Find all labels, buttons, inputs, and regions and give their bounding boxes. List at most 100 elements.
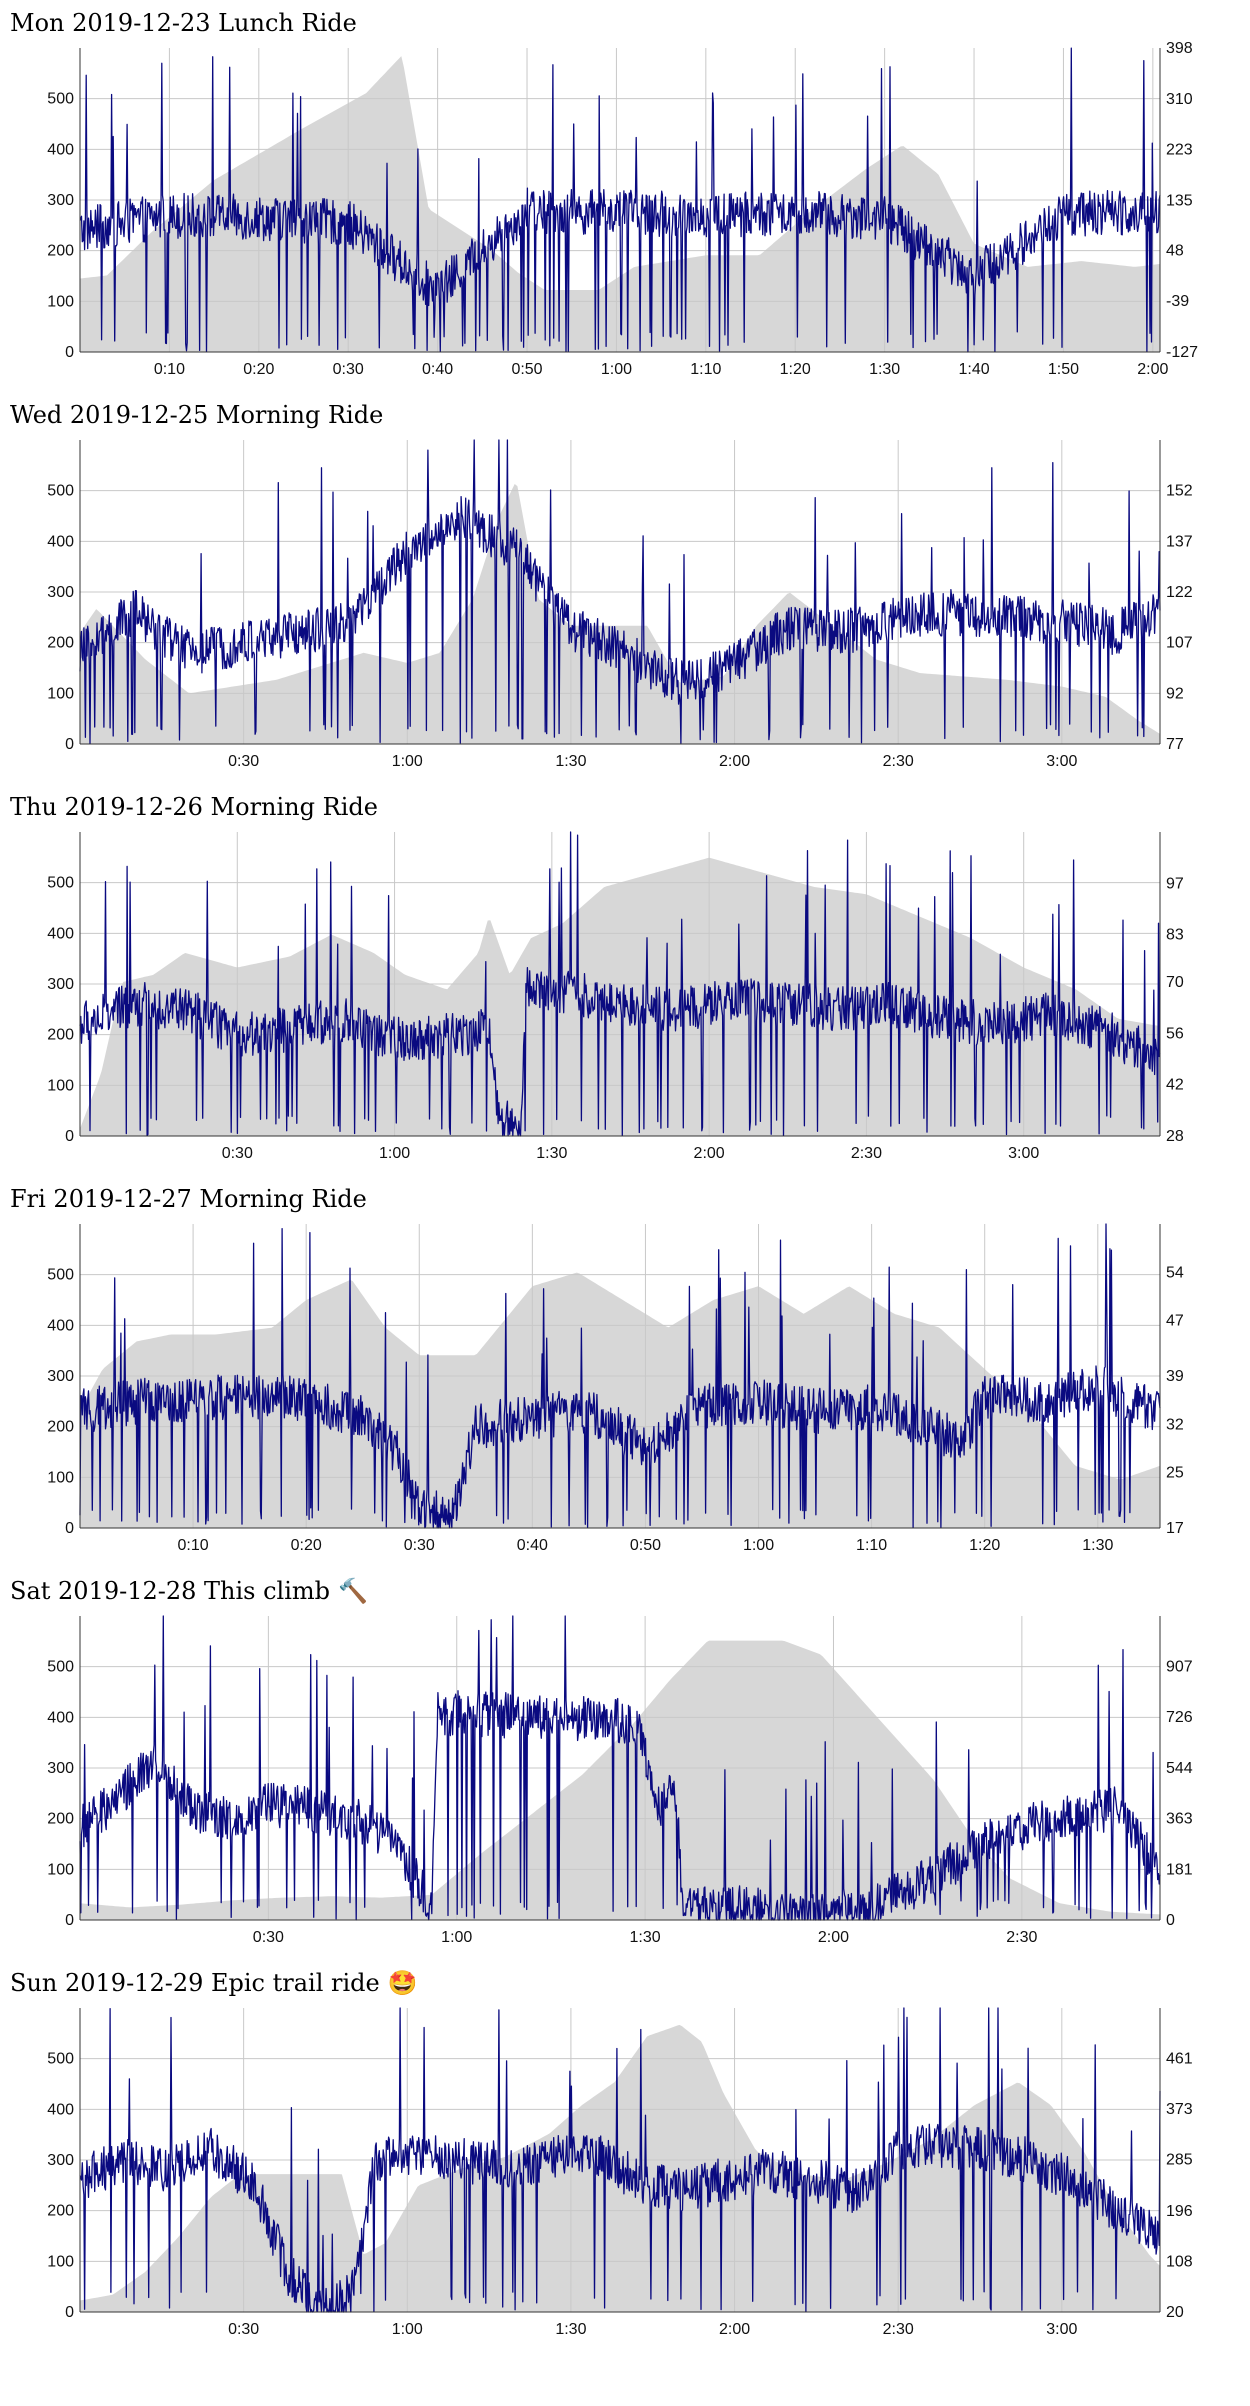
y-right-tick-label: 0 — [1166, 1912, 1175, 1929]
y-left-tick-label: 0 — [65, 344, 74, 361]
y-left-tick-label: 300 — [47, 976, 74, 993]
x-tick-label: 2:00 — [719, 753, 750, 770]
y-right-tick-label: 285 — [1166, 2152, 1193, 2169]
y-left-tick-label: 400 — [47, 2101, 74, 2118]
power-line — [79, 1615, 1161, 1921]
x-tick-label: 3:00 — [1046, 753, 1077, 770]
y-right-tick-label: 47 — [1166, 1313, 1184, 1330]
y-left-tick-label: 400 — [47, 533, 74, 550]
ride-chart: 0 100 200 300 400 500 28 42 56 70 83 97 0:30 1:00 1:30… — [0, 784, 1250, 1176]
ride-plot: 0 100 200 300 400 500 -127 -39 48 135 223 310 398 0:1… — [47, 40, 1198, 378]
ride-title: Mon 2019-12-23 Lunch Ride — [10, 8, 357, 38]
elevation-area — [80, 1640, 1160, 1920]
y-right-tick-label: 310 — [1166, 91, 1193, 108]
y-right-tick-label: 17 — [1166, 1520, 1184, 1537]
ride-title-text: Thu 2019-12-26 Morning Ride — [10, 793, 378, 821]
x-tick-label: 1:00 — [743, 1537, 774, 1554]
x-tick-label: 1:40 — [958, 361, 989, 378]
ride-chart: 0 100 200 300 400 500 0 181 363 544 726 907 0:30 1:00… — [0, 1568, 1250, 1960]
y-left-tick-label: 200 — [47, 243, 74, 260]
power-line — [79, 1223, 1161, 1529]
x-tick-label: 0:30 — [222, 1145, 253, 1162]
y-right-tick-label: 92 — [1166, 685, 1184, 702]
x-tick-label: 0:50 — [630, 1537, 661, 1554]
ride-plot: 0 100 200 300 400 500 0 181 363 544 726 907 0:30 1:00… — [47, 1615, 1193, 1946]
power-line — [79, 2007, 1161, 2313]
y-left-tick-label: 400 — [47, 925, 74, 942]
y-right-tick-label: 39 — [1166, 1368, 1184, 1385]
y-left-tick-label: 0 — [65, 2304, 74, 2321]
x-tick-label: 0:10 — [178, 1537, 209, 1554]
y-right-tick-label: 107 — [1166, 635, 1193, 652]
y-right-tick-label: 196 — [1166, 2203, 1193, 2220]
y-left-tick-label: 500 — [47, 875, 74, 892]
ride-chart: 0 100 200 300 400 500 77 92 107 122 137 152 0:30 1:00… — [0, 392, 1250, 784]
power-line — [79, 47, 1161, 353]
y-right-tick-label: 108 — [1166, 2253, 1193, 2270]
x-tick-label: 1:30 — [536, 1145, 567, 1162]
y-right-tick-label: 137 — [1166, 533, 1193, 550]
y-left-tick-label: 100 — [47, 685, 74, 702]
x-tick-label: 2:00 — [1137, 361, 1168, 378]
x-tick-label: 2:30 — [883, 2321, 914, 2338]
power-line — [79, 831, 1161, 1137]
x-tick-label: 3:00 — [1008, 1145, 1039, 1162]
y-left-tick-label: 100 — [47, 1077, 74, 1094]
x-tick-label: 1:00 — [601, 361, 632, 378]
y-right-tick-label: 544 — [1166, 1760, 1193, 1777]
y-right-tick-label: 77 — [1166, 736, 1184, 753]
x-tick-label: 1:30 — [555, 753, 586, 770]
ride-title: Sat 2019-12-28 This climb 🔨 — [10, 1576, 368, 1606]
x-tick-label: 0:20 — [291, 1537, 322, 1554]
y-left-tick-label: 400 — [47, 1317, 74, 1334]
y-right-tick-label: 373 — [1166, 2101, 1193, 2118]
ride-title: Thu 2019-12-26 Morning Ride — [10, 792, 378, 822]
ride-chart: 0 100 200 300 400 500 20 108 196 285 373 461 0:30 1:0… — [0, 1960, 1250, 2352]
y-right-tick-label: 28 — [1166, 1128, 1184, 1145]
x-tick-label: 1:00 — [392, 753, 423, 770]
y-left-tick-label: 100 — [47, 2253, 74, 2270]
y-right-tick-label: 32 — [1166, 1416, 1184, 1433]
y-right-tick-label: 398 — [1166, 40, 1193, 57]
y-left-tick-label: 0 — [65, 736, 74, 753]
x-tick-label: 1:20 — [969, 1537, 1000, 1554]
x-tick-label: 1:20 — [780, 361, 811, 378]
y-left-tick-label: 100 — [47, 293, 74, 310]
y-right-tick-label: 20 — [1166, 2304, 1184, 2321]
x-tick-label: 0:30 — [228, 753, 259, 770]
x-tick-label: 1:10 — [690, 361, 721, 378]
x-tick-label: 0:30 — [228, 2321, 259, 2338]
ride-plot: 0 100 200 300 400 500 20 108 196 285 373 461 0:30 1:0… — [47, 2007, 1193, 2338]
x-tick-label: 0:50 — [511, 361, 542, 378]
y-right-tick-label: 48 — [1166, 243, 1184, 260]
ride-title: Sun 2019-12-29 Epic trail ride 🤩 — [10, 1968, 418, 1998]
x-tick-label: 2:30 — [851, 1145, 882, 1162]
y-right-tick-label: 70 — [1166, 974, 1184, 991]
ride-title-text: Sat 2019-12-28 This climb — [10, 1577, 331, 1605]
ride-plot: 0 100 200 300 400 500 17 25 32 39 47 54 0:10 0:20 0:30… — [47, 1223, 1184, 1554]
x-tick-label: 1:30 — [555, 2321, 586, 2338]
y-left-tick-label: 400 — [47, 1709, 74, 1726]
y-left-tick-label: 500 — [47, 91, 74, 108]
y-right-tick-label: 122 — [1166, 584, 1193, 601]
x-tick-label: 1:00 — [441, 1929, 472, 1946]
y-left-tick-label: 300 — [47, 1760, 74, 1777]
y-right-tick-label: 54 — [1166, 1264, 1184, 1281]
x-tick-label: 2:30 — [883, 753, 914, 770]
x-tick-label: 1:10 — [856, 1537, 887, 1554]
x-tick-label: 2:00 — [818, 1929, 849, 1946]
star-struck-icon: 🤩 — [387, 1969, 418, 1997]
y-right-tick-label: 97 — [1166, 875, 1184, 892]
y-left-tick-label: 100 — [47, 1861, 74, 1878]
y-left-tick-label: 0 — [65, 1520, 74, 1537]
x-tick-label: 1:00 — [392, 2321, 423, 2338]
y-right-tick-label: -127 — [1166, 344, 1198, 361]
x-tick-label: 0:30 — [253, 1929, 284, 1946]
y-left-tick-label: 200 — [47, 1811, 74, 1828]
y-left-tick-label: 100 — [47, 1469, 74, 1486]
x-tick-label: 0:20 — [243, 361, 274, 378]
y-left-tick-label: 200 — [47, 2203, 74, 2220]
ride-plot: 0 100 200 300 400 500 28 42 56 70 83 97 0:30 1:00 1:30… — [47, 831, 1184, 1162]
y-right-tick-label: 83 — [1166, 927, 1184, 944]
x-tick-label: 2:00 — [719, 2321, 750, 2338]
